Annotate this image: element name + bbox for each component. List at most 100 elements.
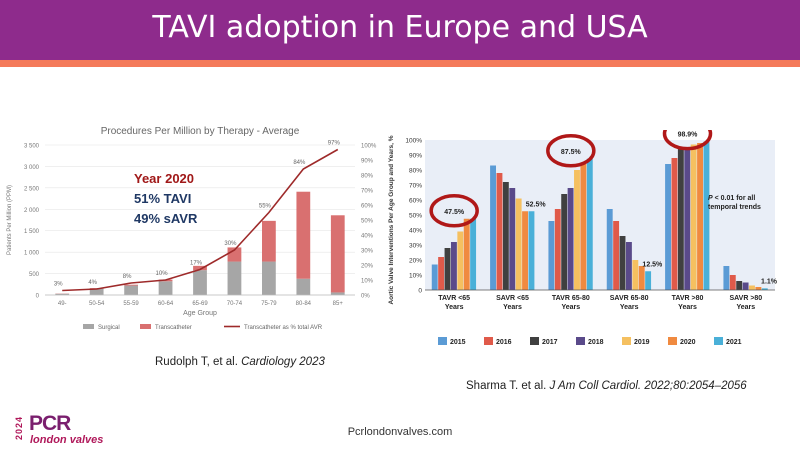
bar-2020 (580, 164, 587, 290)
right-x-tick-line1: TAVR >80 (672, 295, 704, 302)
pcr-logo: 2024 PCR london valves (14, 412, 134, 448)
bar-2018 (450, 242, 457, 290)
p-value-p: P (708, 195, 713, 202)
bar-2018 (742, 282, 749, 290)
left-y-axis-label: Patients Per Million (PPM) (7, 185, 13, 255)
pct-label: 4% (88, 280, 97, 286)
left-y-tick: 3 000 (24, 165, 40, 171)
bar-2015 (490, 165, 496, 290)
left-x-tick: 49- (58, 301, 67, 307)
bar-2015 (606, 209, 613, 290)
pct-label: 30% (224, 241, 237, 247)
left-y2-tick: 10% (361, 279, 374, 285)
left-y2-tick: 90% (361, 159, 374, 165)
bar-2016 (438, 257, 445, 290)
left-y2-tick: 30% (361, 249, 374, 255)
bar-2019 (690, 144, 697, 290)
surgical-bar (193, 270, 207, 295)
legend-swatch-2018 (576, 337, 585, 345)
left-y2-tick: 50% (361, 219, 374, 225)
bar-2021 (528, 211, 535, 290)
legend-label-2019: 2019 (634, 339, 650, 346)
bar-2015 (723, 266, 730, 290)
callout-year: Year 2020 (134, 171, 194, 186)
legend-label-2020: 2020 (680, 339, 696, 346)
left-x-tick: 50-54 (89, 301, 105, 307)
bar-2017 (561, 194, 568, 290)
right-x-tick-line1: SAVR >80 (729, 295, 762, 302)
right-x-tick-line2: Years (620, 304, 639, 311)
pct-label: 8% (123, 274, 132, 280)
legend-swatch-2019 (622, 337, 631, 345)
bar-2015 (665, 164, 671, 290)
right-y-tick: 90% (409, 153, 422, 160)
bar-2018 (509, 188, 516, 290)
legend-label-2015: 2015 (450, 339, 466, 346)
right-x-tick-line2: Years (678, 304, 697, 311)
left-y-tick: 0 (36, 294, 40, 300)
logo-subtitle: london valves (30, 434, 104, 446)
logo-year: 2024 (14, 416, 24, 441)
left-y-tick: 1 500 (24, 229, 40, 235)
legend-transcatheter-swatch (140, 324, 151, 329)
surgical-bar (296, 278, 311, 295)
legend-swatch-2016 (484, 337, 493, 345)
bar-2020 (697, 143, 703, 290)
left-y2-tick: 70% (361, 189, 374, 195)
bar-2017 (444, 248, 451, 290)
right-y-axis-label: Aortic Valve Interventions Per Age Group… (388, 135, 395, 304)
right-x-tick-line2: Years (561, 304, 580, 311)
surgical-bar (89, 288, 104, 295)
highlight-label: 47.5% (444, 209, 465, 216)
right-y-tick: 70% (409, 183, 422, 190)
bar-2021 (703, 141, 710, 290)
slide-title: TAVI adoption in Europe and USA (152, 10, 648, 45)
p-value-annotation: P < 0.01 for all (708, 195, 755, 202)
highlight-oval (546, 134, 596, 168)
right-y-tick: 80% (409, 168, 422, 175)
bar-2021 (586, 158, 593, 290)
transcatheter-bar (330, 215, 345, 293)
surgical-bar (227, 261, 242, 295)
highlight-label: 87.5% (561, 149, 582, 156)
left-chart: Procedures Per Million by Therapy - Aver… (7, 126, 377, 331)
right-x-tick-line2: Years (736, 304, 755, 311)
left-y2-tick: 40% (361, 234, 374, 240)
bar-2019 (574, 170, 580, 290)
pct-label: 84% (293, 160, 306, 166)
transcatheter-bar (124, 284, 138, 286)
left-y-tick: 2 000 (24, 208, 40, 214)
bar-2019 (749, 285, 755, 290)
bar-2019 (632, 260, 639, 290)
highlight-label: 98.9% (678, 132, 699, 139)
right-chart: 0 10% 20% 30% 40% 50% 60% 70% 80% 90% 100% Aortic V… (388, 130, 778, 346)
legend-label-2021: 2021 (726, 339, 742, 346)
bar-2017 (502, 182, 509, 290)
bar-2018 (684, 147, 691, 290)
surgical-bar (158, 281, 173, 295)
left-citation: Rudolph T, et al. Cardiology 2023 (155, 356, 325, 368)
pct-label: 97% (328, 141, 341, 147)
bar-2019 (457, 231, 464, 290)
bar-2017 (736, 281, 743, 290)
bar-2016 (613, 221, 620, 290)
left-y2-tick: 80% (361, 174, 374, 180)
bar-2015 (431, 264, 438, 290)
surgical-bar (55, 293, 70, 295)
bar-2019 (515, 198, 522, 290)
highlight-oval (429, 194, 479, 228)
title-bar-stripe (0, 60, 800, 67)
right-x-tick-line2: Years (445, 304, 464, 311)
surgical-bar (330, 292, 345, 295)
footer-url[interactable]: Pcrlondonvalves.com (347, 426, 453, 438)
left-y-tick: 500 (29, 272, 40, 278)
legend-swatch-2015 (438, 337, 447, 345)
highlight-label: 52.5% (526, 201, 547, 208)
left-citation-authors: Rudolph T, et al. (155, 356, 238, 368)
legend-swatch-2020 (668, 337, 677, 345)
right-x-tick-line1: TAVR 65-80 (552, 295, 590, 302)
left-citation-journal: Cardiology 2023 (241, 356, 325, 368)
left-x-tick: 80-84 (296, 301, 312, 307)
legend-pct-label: Transcatheter as % total AVR (244, 325, 323, 331)
legend-label-2017: 2017 (542, 339, 558, 346)
